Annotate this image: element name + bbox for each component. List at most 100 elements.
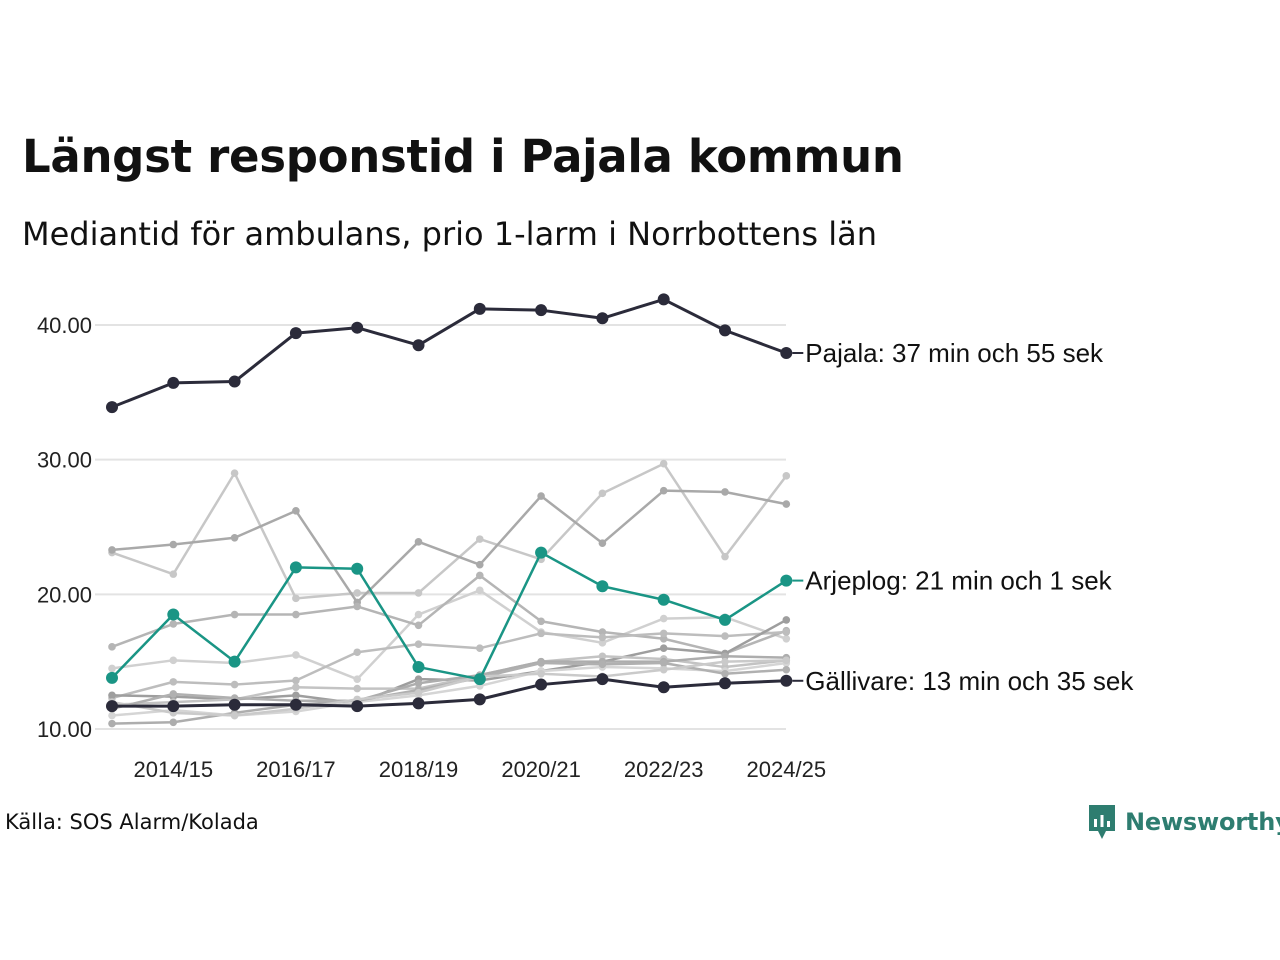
data-point [782, 634, 791, 643]
x-tick-label: 2024/25 [747, 757, 827, 782]
data-point [228, 655, 241, 668]
data-point [537, 629, 545, 638]
x-tick-label: 2022/23 [624, 757, 704, 782]
y-tick-label: 20.00 [37, 582, 92, 607]
data-point [721, 632, 729, 640]
data-point [230, 533, 239, 542]
data-point [473, 302, 486, 315]
data-point [412, 661, 425, 674]
series-line [110, 574, 788, 655]
data-point [598, 652, 607, 661]
data-point [721, 652, 729, 661]
series-line [110, 551, 788, 681]
data-point [108, 711, 116, 720]
data-point [598, 660, 607, 669]
data-point [351, 700, 364, 713]
data-point [659, 614, 668, 623]
data-point [414, 589, 423, 597]
series-end-label: Pajala: 37 min och 55 sek [805, 338, 1104, 368]
data-point [414, 640, 423, 648]
data-point [782, 472, 791, 480]
data-point [169, 678, 178, 686]
data-point [228, 375, 241, 388]
data-point [659, 486, 668, 495]
data-point [780, 347, 793, 360]
series-labels: Gällivare: 13 min och 35 sek Arjeplog: 21… [792, 338, 1134, 696]
series-line [110, 297, 788, 409]
chart-subtitle: Mediantid för ambulans, prio 1-larm i No… [22, 215, 878, 253]
data-point [106, 671, 118, 684]
data-point [351, 562, 364, 575]
series-övrig-kommun-1 [108, 459, 791, 603]
x-tick-label: 2018/19 [379, 757, 459, 782]
series-övrig-kommun-2 [108, 486, 791, 607]
data-point [657, 681, 670, 694]
data-point [596, 673, 609, 686]
data-point [719, 324, 731, 337]
gridlines [95, 324, 786, 730]
series-line [110, 462, 788, 600]
data-point [108, 691, 116, 700]
data-point [782, 665, 791, 674]
data-point [782, 500, 791, 508]
data-point [292, 683, 300, 692]
series-arjeplog [106, 546, 793, 686]
series-line [110, 659, 788, 717]
x-axis: 2014/15 2016/17 2018/19 2020/21 2022/23 2024/… [134, 757, 827, 782]
data-point [782, 628, 791, 636]
data-point [414, 538, 423, 546]
y-tick-label: 10.00 [37, 717, 92, 742]
data-point [657, 593, 670, 606]
data-point [659, 665, 668, 674]
data-point [473, 673, 486, 686]
data-point [230, 469, 239, 477]
data-point [106, 401, 118, 414]
data-point [230, 610, 239, 619]
data-point [598, 489, 607, 498]
data-point [659, 634, 668, 643]
series-övrig-kommun-11 [108, 656, 791, 720]
data-point [353, 648, 362, 657]
newsworthy-logo: Newsworthy [1087, 803, 1280, 841]
data-point [412, 697, 425, 710]
data-point [537, 492, 545, 500]
data-point [169, 656, 178, 665]
data-point [108, 643, 116, 651]
data-point [659, 629, 668, 638]
chart-title: Längst responstid i Pajala kommun [22, 130, 904, 183]
series-group [106, 293, 793, 728]
data-point [230, 711, 239, 720]
data-point [598, 639, 607, 647]
data-point [414, 621, 423, 630]
data-point [476, 644, 484, 652]
data-point [228, 698, 241, 711]
data-point [782, 616, 791, 624]
data-point [353, 602, 362, 611]
data-point [230, 680, 239, 689]
data-point [537, 617, 545, 626]
data-point [780, 574, 793, 587]
data-point [473, 693, 486, 706]
data-point [719, 677, 731, 690]
data-point [535, 304, 548, 317]
data-point [169, 690, 178, 698]
data-point [537, 669, 545, 678]
data-point [659, 644, 668, 652]
data-point [167, 376, 180, 389]
data-point [289, 561, 302, 574]
data-point [169, 718, 178, 727]
newsworthy-logo-text: Newsworthy [1125, 808, 1280, 836]
data-point [292, 507, 300, 515]
data-point [721, 552, 729, 561]
x-tick-label: 2020/21 [501, 757, 581, 782]
series-end-label: Arjeplog: 21 min och 1 sek [805, 566, 1112, 596]
data-point [721, 488, 729, 496]
data-point [351, 321, 364, 334]
series-end-label: Gällivare: 13 min och 35 sek [805, 666, 1134, 696]
data-point [292, 651, 300, 659]
data-point [167, 700, 180, 713]
data-point [719, 613, 731, 626]
data-point [292, 594, 300, 603]
data-point [780, 674, 793, 687]
data-point [598, 628, 607, 636]
